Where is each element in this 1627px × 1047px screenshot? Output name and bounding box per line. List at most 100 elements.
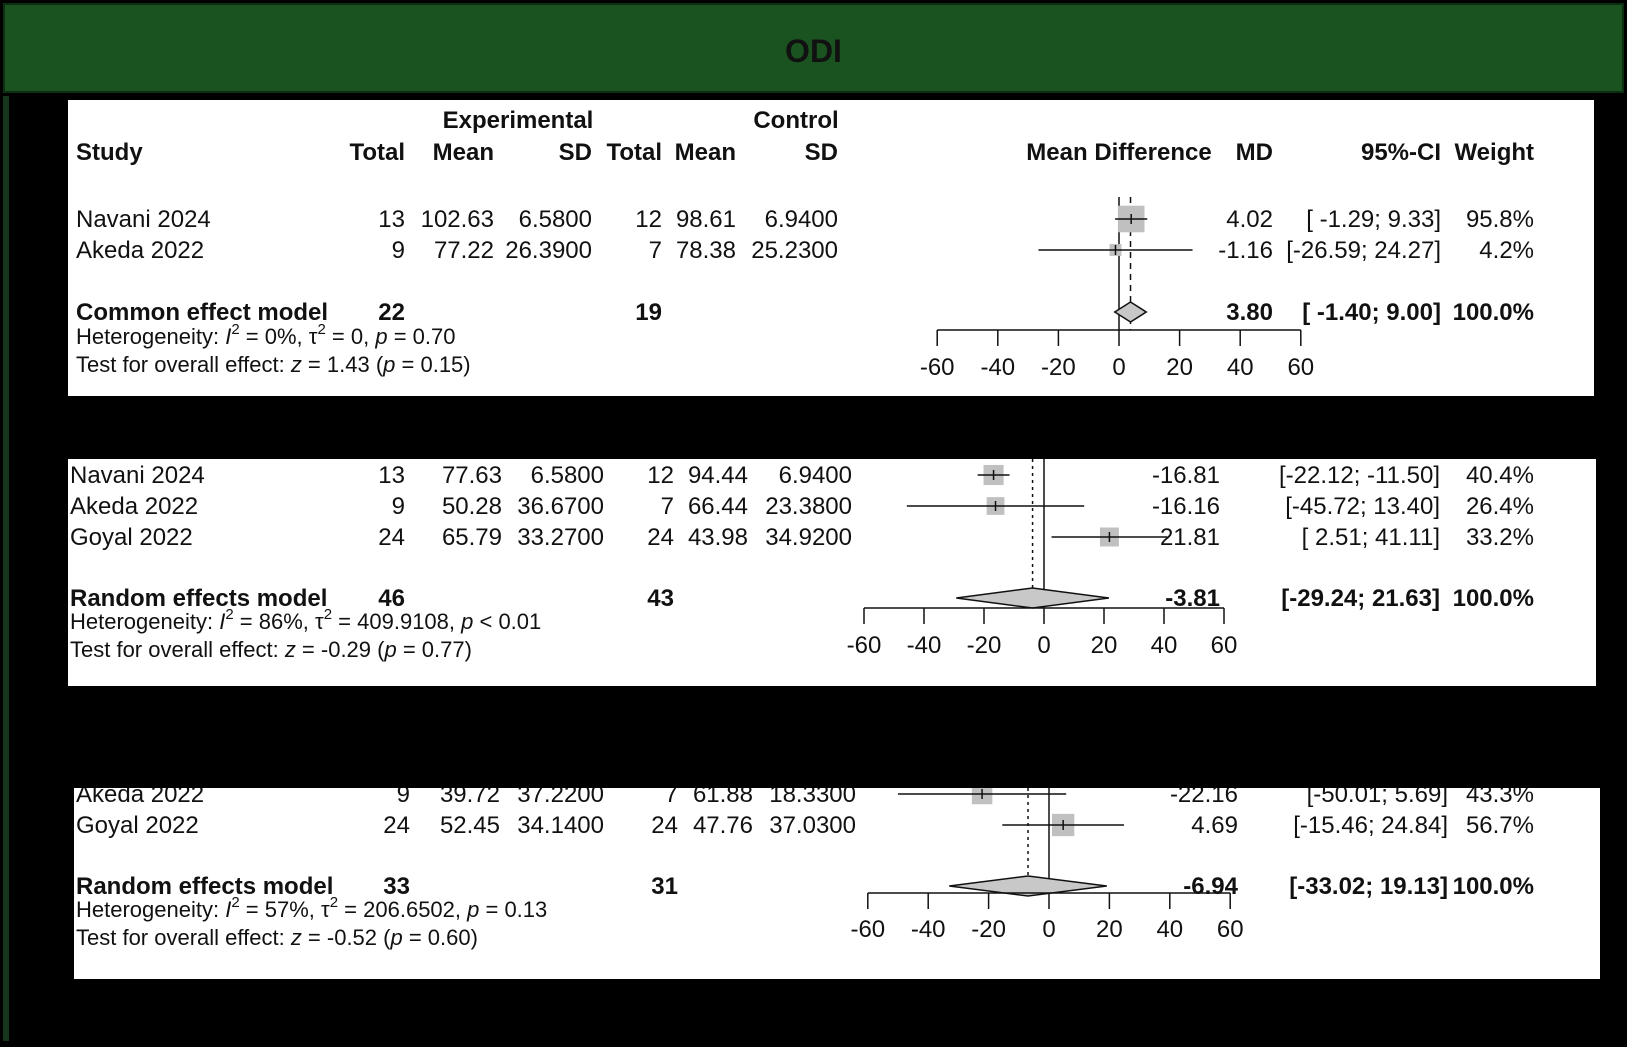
study-ci: [-50.01; 5.69] — [1307, 788, 1448, 808]
pooled-exp-total: 22 — [378, 299, 405, 326]
heterogeneity-stats: Heterogeneity: I2 = 57%, τ2 = 206.6502, … — [76, 894, 547, 922]
x-tick-label: 20 — [1166, 354, 1193, 381]
ctrl-mean: 98.61 — [676, 206, 736, 233]
x-tick-label: -20 — [971, 916, 1006, 943]
x-tick-label: -60 — [850, 916, 885, 943]
exp-total: 9 — [397, 788, 410, 808]
ctrl-total: 12 — [635, 206, 662, 233]
study-md: 4.69 — [1191, 812, 1238, 839]
ctrl-total: 24 — [647, 524, 674, 551]
ctrl-total: 7 — [661, 493, 674, 520]
x-tick-label: 60 — [1211, 632, 1238, 659]
pooled-model-label: Random effects model — [70, 585, 327, 612]
ctrl-mean: 43.98 — [688, 524, 748, 551]
x-tick-label: -20 — [967, 632, 1002, 659]
study-ci: [-26.59; 24.27] — [1286, 237, 1441, 264]
ctrl-total: 12 — [647, 462, 674, 489]
pooled-md: -6.94 — [1183, 873, 1238, 900]
exp-sd: 33.2700 — [517, 524, 604, 551]
exp-sd: 37.2200 — [517, 788, 604, 808]
header-exp-total: Total — [349, 139, 405, 166]
header-ctrl-total: Total — [606, 139, 662, 166]
x-tick-label: -60 — [920, 354, 955, 381]
header-experimental: Experimental — [443, 107, 594, 134]
exp-mean: 50.28 — [442, 493, 502, 520]
x-tick-label: -40 — [911, 916, 946, 943]
study-weight: 26.4% — [1466, 493, 1534, 520]
study-name: Goyal 2022 — [70, 524, 193, 551]
forest-plot-svg-1: Experimental Control Study Total Mean SD Total… — [76, 107, 1534, 381]
ctrl-total: 24 — [651, 812, 678, 839]
pooled-ci: [-29.24; 21.63] — [1281, 585, 1440, 612]
exp-mean: 65.79 — [442, 524, 502, 551]
header-weight: Weight — [1454, 139, 1534, 166]
exp-total: 24 — [378, 524, 405, 551]
left-border-strip — [3, 96, 9, 1041]
pooled-diamond — [1113, 301, 1148, 323]
study-name: Akeda 2022 — [76, 237, 204, 264]
pooled-md: 3.80 — [1226, 299, 1273, 326]
pooled-model-label: Random effects model — [76, 873, 333, 900]
ctrl-sd: 25.2300 — [751, 237, 838, 264]
x-tick-label: -40 — [980, 354, 1015, 381]
ctrl-sd: 6.9400 — [765, 206, 838, 233]
ctrl-total: 7 — [665, 788, 678, 808]
forest-plot-svg-2: Navani 2024 13 77.63 6.5800 12 94.44 6.9400 -16… — [70, 459, 1534, 662]
header-ctrl-mean: Mean — [675, 139, 736, 166]
exp-mean: 39.72 — [440, 788, 500, 808]
pooled-exp-total: 33 — [383, 873, 410, 900]
exp-mean: 52.45 — [440, 812, 500, 839]
ctrl-mean: 66.44 — [688, 493, 748, 520]
forest-plot-panel-2: Navani 2024 13 77.63 6.5800 12 94.44 6.9400 -16… — [68, 459, 1596, 686]
pooled-ci: [-33.02; 19.13] — [1289, 873, 1448, 900]
pooled-ctrl-total: 43 — [647, 585, 674, 612]
x-tick-label: 0 — [1042, 916, 1055, 943]
overall-effect-test: Test for overall effect: z = -0.52 (p = … — [76, 925, 478, 950]
pooled-model-label: Common effect model — [76, 299, 328, 326]
pooled-weight: 100.0% — [1453, 585, 1534, 612]
x-tick-label: 40 — [1227, 354, 1254, 381]
study-name: Akeda 2022 — [76, 788, 204, 808]
heterogeneity-stats: Heterogeneity: I2 = 0%, τ2 = 0, p = 0.70 — [76, 321, 456, 349]
pooled-ci: [ -1.40; 9.00] — [1302, 299, 1441, 326]
pooled-ctrl-total: 31 — [651, 873, 678, 900]
x-tick-label: 40 — [1156, 916, 1183, 943]
study-ci: [-22.12; -11.50] — [1279, 462, 1440, 489]
study-md: -22.16 — [1170, 788, 1238, 808]
study-md: 21.81 — [1160, 524, 1220, 551]
overall-effect-test: Test for overall effect: z = 1.43 (p = 0… — [76, 352, 471, 377]
pooled-exp-total: 46 — [378, 585, 405, 612]
study-name: Goyal 2022 — [76, 812, 199, 839]
x-tick-label: 40 — [1151, 632, 1178, 659]
study-weight: 33.2% — [1466, 524, 1534, 551]
x-tick-label: 60 — [1217, 916, 1244, 943]
ctrl-mean: 61.88 — [693, 788, 753, 808]
study-weight: 95.8% — [1466, 206, 1534, 233]
exp-mean: 102.63 — [421, 206, 494, 233]
ctrl-mean: 78.38 — [676, 237, 736, 264]
forest-plot-panel-1: Experimental Control Study Total Mean SD Total… — [68, 100, 1594, 396]
exp-sd: 6.5800 — [531, 462, 604, 489]
page-title: ODI — [785, 33, 842, 69]
x-tick-label: 20 — [1091, 632, 1118, 659]
header-ctrl-sd: SD — [805, 139, 838, 166]
forest-plot-panel-3: Akeda 2022 9 39.72 37.2200 7 61.88 18.3300 -22.… — [74, 788, 1600, 979]
study-weight: 56.7% — [1466, 812, 1534, 839]
heterogeneity-stats: Heterogeneity: I2 = 86%, τ2 = 409.9108, … — [70, 606, 541, 634]
ctrl-sd: 23.3800 — [765, 493, 852, 520]
study-name: Navani 2024 — [70, 462, 205, 489]
ctrl-sd: 6.9400 — [779, 462, 852, 489]
x-tick-label: 0 — [1112, 354, 1125, 381]
header-ci: 95%-CI — [1361, 139, 1441, 166]
x-tick-label: -40 — [907, 632, 942, 659]
exp-sd: 34.1400 — [517, 812, 604, 839]
study-md: 4.02 — [1226, 206, 1273, 233]
ctrl-sd: 18.3300 — [769, 788, 856, 808]
exp-total: 13 — [378, 462, 405, 489]
study-weight: 43.3% — [1466, 788, 1534, 808]
ctrl-total: 7 — [649, 237, 662, 264]
study-weight: 4.2% — [1479, 237, 1534, 264]
header-exp-mean: Mean — [433, 139, 494, 166]
study-ci: [ -1.29; 9.33] — [1306, 206, 1441, 233]
study-md: -16.16 — [1152, 493, 1220, 520]
